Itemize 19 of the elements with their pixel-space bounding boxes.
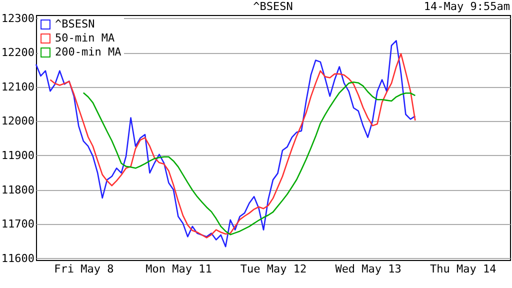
x-tick-label: Fri May 8 — [54, 262, 114, 276]
text: 14-May 9:55am — [424, 0, 510, 13]
x-tick-label: Thu May 14 — [430, 262, 497, 276]
y-tick-label: 11700 — [1, 218, 34, 231]
line-series — [82, 82, 416, 236]
x-tick-label: Tue May 12 — [240, 262, 307, 276]
y-tick-label: 12300 — [1, 12, 34, 25]
legend-label: 200-min MA — [55, 46, 122, 58]
y-tick-label: 11600 — [1, 252, 34, 265]
chart-title: ^BSESN — [253, 0, 293, 13]
y-tick-label: 12100 — [1, 80, 34, 94]
x-tick-label: Mon May 11 — [146, 262, 212, 276]
y-tick-label: 11900 — [1, 148, 34, 162]
y-tick-label: 12000 — [1, 114, 34, 128]
y-tick-label: 12200 — [1, 46, 34, 60]
y-tick-label: 11800 — [1, 183, 34, 196]
legend-label: 50-min MA — [55, 32, 115, 44]
legend-label: ^BSESN — [55, 18, 95, 30]
x-tick-label: Wed May 13 — [335, 262, 402, 276]
